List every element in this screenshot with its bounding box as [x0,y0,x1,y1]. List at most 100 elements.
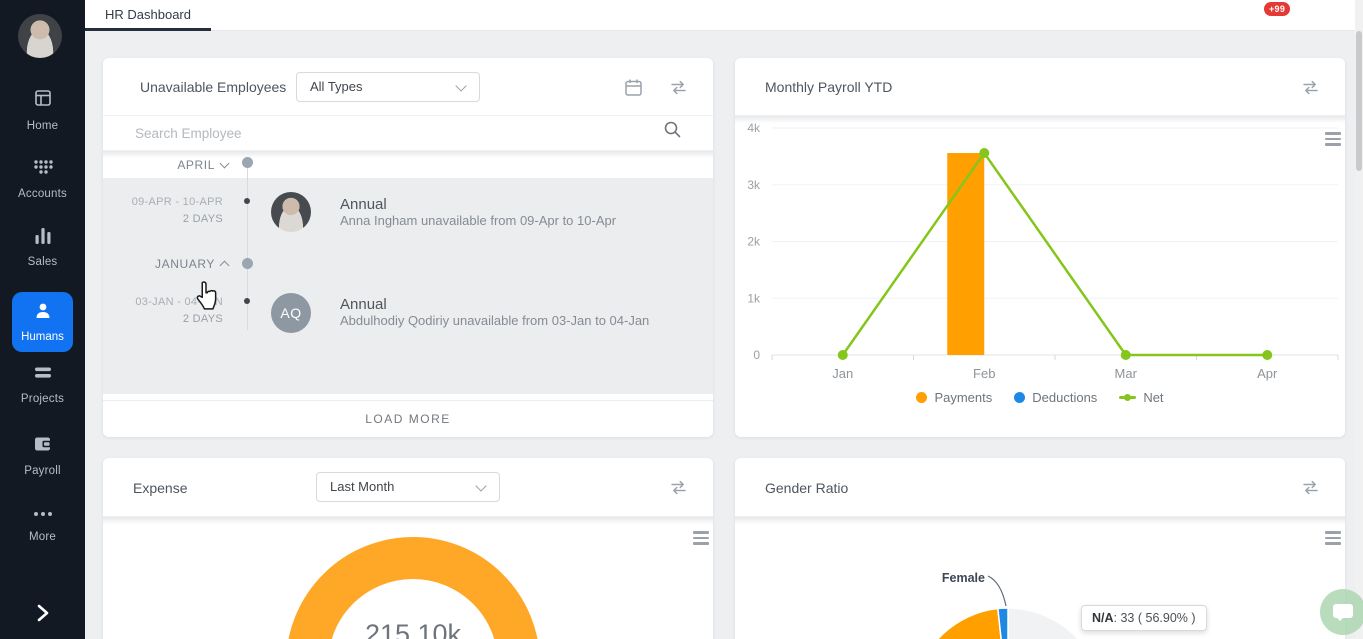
sidebar-item-home[interactable]: Home [0,88,85,132]
chart-menu-icon[interactable] [1325,531,1341,548]
net-point[interactable] [837,350,848,360]
employee-avatar[interactable] [271,192,311,232]
sidebar-expand-chevron-icon[interactable] [0,603,85,628]
page-scrollbar[interactable] [1355,0,1363,639]
chevron-down-icon [455,80,467,92]
wallet-icon [33,437,53,457]
pie-slice-male[interactable] [913,607,1008,639]
load-more-button[interactable]: LOAD MORE [103,400,713,437]
calendar-icon[interactable] [623,77,644,103]
sidebar-item-projects[interactable]: Projects [0,363,85,405]
card-title: Expense [133,480,188,496]
refresh-icon[interactable] [668,77,689,103]
expense-donut-ring[interactable] [288,537,538,639]
divider [103,516,713,517]
scroll-shade [103,151,713,158]
ellipsis-icon [32,506,54,523]
net-point[interactable] [1120,350,1131,360]
legend-item-net[interactable]: Net [1119,390,1164,405]
refresh-icon[interactable] [1300,77,1321,103]
person-icon [33,303,53,325]
sidebar-item-humans[interactable]: Humans [12,292,73,352]
accounts-icon [33,160,53,180]
svg-text:3k: 3k [747,178,761,192]
sidebar-item-more[interactable]: More [0,506,85,543]
payroll-combo-chart: 0 1k 2k 3k 4k Jan Feb Mar Apr [747,121,1339,381]
employee-avatar-initials[interactable]: AQ [271,293,311,333]
scroll-shade [735,517,1345,524]
chart-menu-icon[interactable] [693,531,709,548]
chevron-down-icon[interactable] [219,158,230,169]
pie-slice-na[interactable] [968,607,1103,639]
sidebar: Home Accounts Sales Humans [0,0,85,639]
period-filter-dropdown[interactable]: Last Month [316,472,500,502]
sidebar-item-label: Humans [21,331,64,343]
timeline-month-dot [242,258,253,269]
payments-bar[interactable] [947,153,985,355]
divider [735,115,1345,116]
timeline-entry-dot [244,298,250,304]
leave-type-filter-dropdown[interactable]: All Types [296,72,480,102]
expense-donut-chart: 215.10k [288,537,538,639]
dropdown-value: All Types [310,79,363,94]
timeline-entry-dot [244,198,250,204]
leave-type: Annual [340,196,387,213]
divider [103,115,713,116]
legend-item-deductions[interactable]: Deductions [1014,390,1097,405]
user-avatar[interactable] [18,14,62,58]
timeline-month-april[interactable]: APRIL [177,158,215,172]
search-icon[interactable] [663,120,682,144]
dropdown-value: Last Month [330,479,395,494]
expense-card: Expense Last Month 215.10k [103,458,713,639]
legend-label: Net [1143,390,1164,405]
sidebar-item-payroll[interactable]: Payroll [0,435,85,477]
divider [735,516,1345,517]
svg-text:0: 0 [753,348,760,362]
timeline-line [247,160,248,330]
card-title: Monthly Payroll YTD [765,79,893,95]
svg-text:Feb: Feb [973,366,995,381]
svg-text:2k: 2k [747,235,761,249]
callout-line [987,575,1007,607]
card-title: Unavailable Employees [140,79,287,95]
sidebar-item-label: Payroll [24,465,61,477]
home-icon [33,90,53,112]
sidebar-item-sales[interactable]: Sales [0,226,85,268]
sidebar-item-accounts[interactable]: Accounts [0,158,85,200]
pie-slice-female[interactable] [997,607,1009,639]
refresh-icon[interactable] [1300,477,1321,503]
entry-date-range: 03-JAN - 04-JAN [135,296,223,308]
sidebar-item-label: Accounts [18,188,67,200]
entry-duration: 2 DAYS [182,213,223,225]
notification-count-badge: +99 [1264,2,1291,16]
leave-description: Abdulhodiy Qodiriy unavailable from 03-J… [340,313,650,328]
chart-menu-icon[interactable] [1325,132,1341,149]
tooltip-value: : 33 ( 56.90% ) [1113,611,1196,625]
legend-item-payments[interactable]: Payments [916,390,992,405]
svg-text:Mar: Mar [1115,366,1138,381]
chart-tooltip: N/A: 33 ( 56.90% ) [1081,605,1207,631]
tab-hr-dashboard[interactable]: HR Dashboard [85,0,211,31]
legend-marker [916,392,928,403]
scroll-shade [103,517,713,524]
chevron-down-icon [475,480,487,492]
entry-date-range: 09-APR - 10-APR [131,196,223,208]
legend-marker [1014,392,1026,403]
net-point[interactable] [979,148,990,159]
timeline-month-january[interactable]: JANUARY [155,257,215,271]
sidebar-item-label: Sales [27,256,58,268]
legend-label: Payments [934,390,993,405]
chat-widget-button[interactable] [1320,589,1363,635]
legend-label: Deductions [1032,390,1098,405]
search-input[interactable] [135,121,555,145]
scrollbar-thumb[interactable] [1356,31,1362,171]
refresh-icon[interactable] [668,477,689,503]
svg-text:1k: 1k [747,291,761,305]
tab-label: HR Dashboard [105,7,191,22]
net-point[interactable] [1262,350,1273,360]
donut-center-label: 215.10k [365,619,462,639]
svg-text:4k: 4k [747,121,761,135]
chart-legend: Payments Deductions Net [735,390,1345,405]
